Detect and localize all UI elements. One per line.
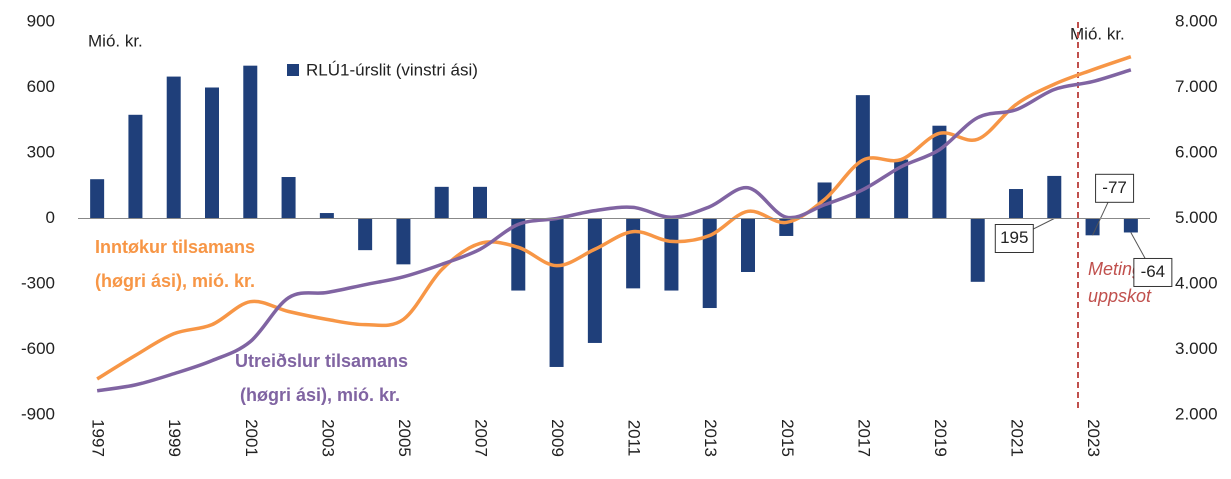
- bar: [894, 159, 909, 219]
- legend-label: RLÚ1-úrslit (vinstri ási): [306, 60, 478, 79]
- bar: [626, 218, 641, 289]
- data-label: 195: [1000, 228, 1028, 247]
- x-tick-label: 2001: [242, 419, 261, 457]
- bar: [473, 186, 487, 219]
- bar: [664, 218, 679, 291]
- x-tick-label: 2023: [1084, 419, 1103, 457]
- y-tick-label: -300: [21, 273, 55, 292]
- y-tick-label: 300: [27, 142, 55, 161]
- y-tick-label: -900: [21, 404, 55, 423]
- bar: [281, 177, 296, 219]
- bar: [166, 76, 181, 219]
- data-label: -77: [1102, 178, 1127, 197]
- x-tick-label: 2013: [701, 419, 720, 457]
- annotation: uppskot: [1088, 286, 1152, 306]
- bar: [1123, 218, 1138, 233]
- x-tick-label: 2009: [548, 419, 567, 457]
- y-tick-label: 0: [46, 208, 55, 227]
- bar: [90, 179, 105, 219]
- y2-tick-label: 4.000: [1175, 273, 1218, 292]
- x-tick-label: 2005: [395, 419, 414, 457]
- x-tick-label: 2015: [778, 419, 797, 457]
- bar: [1047, 175, 1062, 219]
- bar: [511, 218, 526, 291]
- x-tick-label: 2011: [625, 420, 644, 457]
- y-tick-label: 600: [27, 77, 55, 96]
- bar: [128, 114, 143, 219]
- y2-tick-label: 6.000: [1175, 142, 1218, 161]
- bar: [970, 218, 985, 282]
- label-box: [1095, 173, 1135, 203]
- x-tick-label: 2019: [931, 419, 950, 457]
- x-tick-label: 1999: [165, 419, 184, 457]
- legend: RLÚ1-úrslit (vinstri ási): [287, 60, 478, 79]
- bar: [932, 125, 947, 219]
- y2-tick-label: 7.000: [1175, 77, 1218, 96]
- y2-axis-label: Mió. kr.: [1070, 24, 1125, 43]
- line-label: Inntøkur tilsamans: [95, 237, 255, 257]
- bar: [243, 65, 258, 219]
- legend-swatch: [287, 64, 299, 76]
- bar: [1009, 189, 1023, 219]
- y-tick-label: 900: [27, 11, 55, 30]
- label-box: [994, 224, 1034, 253]
- bar: [587, 218, 602, 343]
- y-axis-label: Mió. kr.: [88, 31, 143, 50]
- bar: [702, 218, 717, 309]
- x-tick-label: 1997: [89, 419, 108, 457]
- bar: [549, 218, 564, 367]
- bar: [396, 218, 411, 265]
- y2-tick-label: 2.000: [1175, 404, 1218, 423]
- y2-tick-label: 8.000: [1175, 11, 1218, 30]
- x-tick-label: 2017: [854, 419, 873, 457]
- line-label: (høgri ási), mió. kr.: [95, 271, 255, 291]
- label-box: [1133, 257, 1173, 287]
- line: [96, 68, 1132, 393]
- bar: [434, 186, 449, 219]
- bar: [1085, 218, 1100, 236]
- x-tick-label: 2007: [472, 419, 491, 457]
- x-tick-label: 2003: [318, 419, 337, 457]
- bar: [319, 213, 334, 219]
- x-tick-label: 2021: [1008, 419, 1027, 457]
- bar: [205, 87, 219, 219]
- data-label: -64: [1141, 262, 1166, 281]
- y2-tick-label: 3.000: [1175, 339, 1218, 358]
- line-label: (høgri ási), mió. kr.: [240, 385, 400, 405]
- bar: [741, 218, 755, 272]
- bar: [358, 218, 373, 251]
- y2-tick-label: 5.000: [1175, 208, 1218, 227]
- line: [96, 55, 1132, 381]
- y-tick-label: -600: [21, 339, 55, 358]
- line-label: Utreiðslur tilsamans: [235, 351, 408, 371]
